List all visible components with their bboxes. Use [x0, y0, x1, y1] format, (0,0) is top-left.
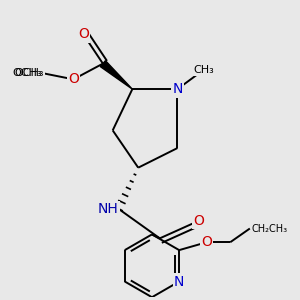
Text: NH: NH [98, 202, 118, 216]
Text: N: N [174, 274, 184, 289]
Text: O: O [68, 72, 79, 86]
Text: OCH₃: OCH₃ [13, 68, 42, 78]
Polygon shape [100, 61, 132, 89]
Text: O: O [78, 27, 89, 41]
Text: CH₂CH₃: CH₂CH₃ [252, 224, 288, 233]
Text: N: N [172, 82, 183, 96]
Text: O: O [194, 214, 205, 228]
Text: O: O [201, 235, 212, 249]
Text: OCH₃: OCH₃ [14, 68, 44, 78]
Text: CH₃: CH₃ [194, 64, 214, 74]
